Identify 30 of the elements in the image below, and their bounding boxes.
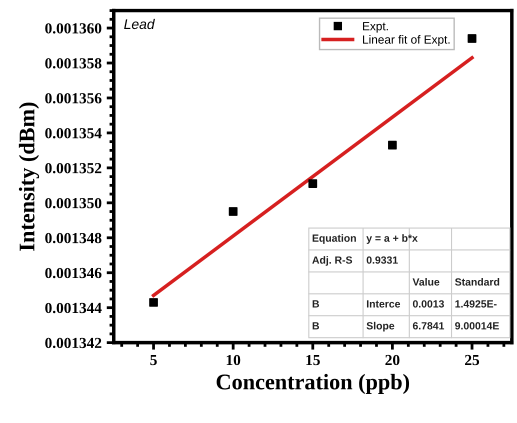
y-tick-label: 0.001356 (45, 93, 102, 104)
y-tick-label: 0.001360 (45, 23, 102, 34)
point (228, 207, 238, 216)
x-tick-label: 10 (226, 354, 240, 366)
point (468, 34, 476, 43)
y-tick-label: 0.001352 (45, 163, 102, 174)
y-tick-label: 0.001358 (45, 58, 102, 69)
point (308, 179, 318, 188)
x-tick-label: 20 (385, 354, 400, 366)
y-tick-label: 0.001346 (45, 268, 102, 278)
x-tick-label: 5 (150, 355, 157, 366)
annotation: Equation y = a + b*x (312, 234, 418, 244)
text: B Slope 6.7841 9.00014E (312, 322, 499, 332)
text: Value Standard (412, 278, 500, 286)
text: Adj. R-S 0.9331 (312, 256, 398, 266)
text: B Interce 0.0013 1.4925E- (312, 300, 497, 308)
y-axis-title: Intensity (dBm) (18, 102, 40, 251)
x-tick-label: 15 (306, 354, 320, 366)
y-tick-label: 0.001348 (45, 232, 102, 244)
annotation: Lead (124, 18, 155, 30)
point (149, 298, 158, 307)
y-tick-label: 0.001354 (45, 128, 102, 138)
legend-label: Expt. (363, 22, 388, 33)
y-tick-label: 0.001342 (45, 338, 102, 348)
legend-label: Linear fit of Expt. (363, 35, 450, 46)
point (388, 140, 397, 150)
x-axis-title: Concentration (ppb) (216, 374, 410, 394)
y-tick-label: 0.001344 (45, 302, 102, 314)
y-tick-label: 0.001350 (45, 198, 102, 208)
x-tick-label: 25 (465, 354, 480, 366)
